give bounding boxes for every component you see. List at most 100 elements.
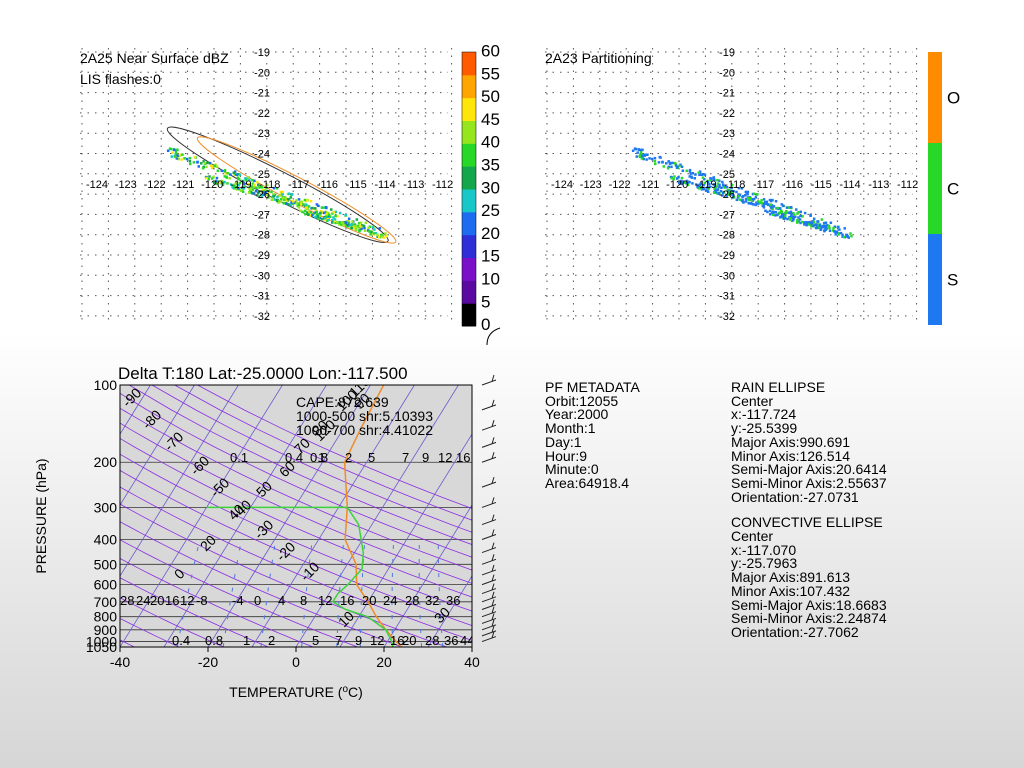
dbz-pixel bbox=[305, 198, 309, 202]
isotherm bbox=[427, 575, 472, 647]
partition-pixel bbox=[667, 160, 670, 163]
dbz-pixel bbox=[297, 206, 301, 209]
dbz-pixel bbox=[211, 165, 214, 168]
dbz-pixel bbox=[262, 191, 266, 194]
partition-pixel bbox=[691, 182, 694, 185]
partition-pixel bbox=[718, 183, 721, 187]
dbz-pixel bbox=[251, 182, 255, 185]
dbz-pixel bbox=[281, 190, 285, 194]
dbz-pixel bbox=[236, 176, 240, 179]
partition-pixel bbox=[784, 214, 787, 218]
dbz-pixel bbox=[251, 188, 255, 191]
dbz-pixel bbox=[355, 218, 359, 221]
isotherm bbox=[163, 385, 327, 647]
dbz-pixel bbox=[241, 190, 245, 193]
partition-pixel bbox=[768, 198, 772, 202]
partition-pixel bbox=[740, 199, 744, 203]
partition-pixel bbox=[769, 204, 772, 208]
partition-pixel bbox=[694, 183, 698, 186]
partition-pixel bbox=[702, 184, 705, 187]
dbz-pixel bbox=[208, 175, 211, 178]
latitude-tick-label: -23 bbox=[719, 128, 735, 140]
partition-pixel bbox=[653, 156, 657, 160]
partition-pixel bbox=[771, 207, 774, 211]
partition-pixel bbox=[721, 180, 724, 184]
partition-pixel bbox=[799, 221, 802, 225]
mixing-ratio-label-bottom: 36 bbox=[444, 633, 458, 648]
metadata-orbit: Orbit:12055 bbox=[545, 392, 619, 409]
temperature-tick-label: -40 bbox=[110, 654, 130, 670]
partition-pixel bbox=[706, 180, 710, 184]
longitude-tick-label: -119 bbox=[695, 179, 716, 191]
longitude-tick-label: -118 bbox=[724, 179, 745, 191]
partition-pixel bbox=[823, 229, 826, 233]
pressure-tick-label: 700 bbox=[94, 594, 118, 610]
latitude-tick-label: -27 bbox=[719, 209, 735, 221]
partition-pixel bbox=[746, 190, 750, 194]
dbz-pixel bbox=[251, 179, 254, 182]
partition-pixel bbox=[721, 194, 724, 197]
longitude-tick-label: -120 bbox=[666, 179, 688, 191]
dbz-pixel bbox=[330, 208, 333, 211]
partition-pixel bbox=[666, 167, 670, 170]
latitude-tick-label: -30 bbox=[254, 270, 270, 282]
isotherm-label-700: 28 bbox=[120, 593, 134, 608]
dbz-pixel bbox=[221, 183, 225, 187]
partition-pixel bbox=[721, 191, 725, 195]
dry-adiabat bbox=[120, 521, 403, 647]
colorbar-label: 25 bbox=[481, 201, 500, 220]
partition-pixel bbox=[717, 192, 721, 195]
dbz-pixel bbox=[307, 210, 310, 213]
dbz-pixel bbox=[316, 213, 319, 216]
dbz-pixel bbox=[235, 187, 238, 190]
mixing-ratio-label-bottom: 12 bbox=[370, 633, 384, 648]
partition-pixel bbox=[674, 164, 678, 167]
dbz-pixel bbox=[221, 181, 224, 185]
partition-pixel bbox=[712, 183, 716, 186]
partition-pixel bbox=[732, 195, 736, 199]
partition-pixel bbox=[812, 217, 816, 220]
partition-pixel bbox=[827, 224, 831, 228]
mixing-ratio-label-bottom: 1 bbox=[243, 633, 250, 648]
dbz-pixel bbox=[334, 221, 337, 225]
dbz-pixel bbox=[376, 233, 379, 236]
dbz-pixel bbox=[203, 161, 207, 165]
dbz-pixel bbox=[318, 212, 321, 216]
convective-ellipse-minor: Minor Axis:107.432 bbox=[731, 582, 851, 599]
partition-pixel bbox=[744, 190, 748, 194]
dbz-pixel bbox=[329, 215, 332, 218]
dbz-pixel bbox=[297, 202, 301, 205]
dbz-pixel bbox=[303, 209, 307, 213]
dry-adiabat-lines bbox=[120, 385, 472, 647]
pressure-tick-label: 1050 bbox=[86, 639, 117, 655]
dbz-pixel bbox=[244, 177, 247, 180]
longitude-tick-label: -113 bbox=[868, 179, 889, 191]
dbz-pixel bbox=[322, 206, 325, 209]
convective-ellipse-semiminor: Semi-Minor Axis:2.24874 bbox=[731, 610, 887, 627]
partition-pixel bbox=[832, 226, 835, 230]
partition-pixel bbox=[812, 220, 816, 224]
dbz-pixel bbox=[181, 153, 184, 156]
partition-pixel bbox=[841, 235, 844, 238]
longitude-tick-labels-partition: -124 -123 -122 -121 -120 -119 -118 -117 -116 -115… bbox=[551, 179, 918, 191]
partition-pixel bbox=[716, 192, 719, 195]
partition-pixel bbox=[790, 212, 793, 216]
partition-pixel bbox=[837, 232, 840, 235]
partition-pixel bbox=[794, 215, 797, 218]
mixing-ratio-label-top: 0.1 bbox=[230, 450, 248, 465]
wind-barb bbox=[481, 564, 497, 576]
partition-pixel bbox=[643, 153, 646, 156]
pressure-tick-label: 200 bbox=[94, 454, 118, 470]
dbz-pixel bbox=[333, 218, 337, 221]
dbz-pixel bbox=[358, 224, 361, 228]
partition-pixel bbox=[751, 198, 755, 201]
partition-pixel bbox=[845, 235, 849, 238]
longitude-tick-label: -112 bbox=[897, 179, 918, 191]
longitude-tick-label: -117 bbox=[288, 179, 309, 191]
dbz-pixel bbox=[168, 147, 172, 150]
temperature-axis-label: TEMPERATURE (oC) bbox=[229, 684, 363, 700]
partition-pixel bbox=[825, 227, 828, 230]
dbz-pixel bbox=[385, 234, 388, 238]
dbz-pixel bbox=[238, 173, 242, 176]
dbz-pixel bbox=[255, 186, 258, 189]
